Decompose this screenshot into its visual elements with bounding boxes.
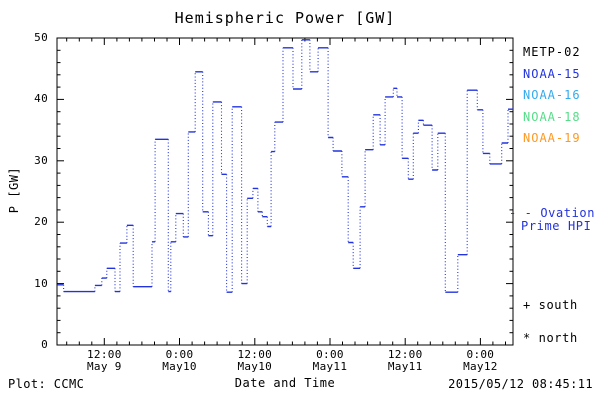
axes-frame xyxy=(56,37,514,346)
plot-timestamp: 2015/05/12 08:45:11 xyxy=(448,377,593,391)
ovation-label-1: Ovation xyxy=(540,206,596,220)
x-tick-label: 12:00 May 9 xyxy=(87,348,122,373)
y-tick-label: 0 xyxy=(41,338,48,351)
ovation-label-2: Prime HPI xyxy=(521,219,592,233)
y-tick-label: 20 xyxy=(34,215,48,229)
asterisk-marker-icon: * xyxy=(523,331,531,345)
chart-title: Hemispheric Power [GW] xyxy=(174,9,396,27)
legend-north-label: north xyxy=(538,331,578,345)
legend-item-noaa-19: NOAA-19 xyxy=(523,131,581,145)
legend-item-noaa-15: NOAA-15 xyxy=(523,66,581,81)
legend-ovation-line1: - - Ovation xyxy=(509,206,595,220)
legend-item-metp-02: METP-02 xyxy=(523,45,581,59)
y-axis-ticks xyxy=(57,49,513,334)
legend-item-noaa-18: NOAA-18 xyxy=(523,109,581,124)
y-tick-label: 50 xyxy=(34,31,48,44)
x-tick-label: 12:00 May10 xyxy=(237,348,273,373)
legend-south: + south xyxy=(523,298,578,312)
x-tick-label: 0:00 May10 xyxy=(162,348,197,373)
series-vertical-steps xyxy=(63,39,509,293)
ovation-line-sample: - - xyxy=(509,206,533,220)
legend-item-noaa-16: NOAA-16 xyxy=(523,88,581,102)
x-axis-title: Date and Time xyxy=(234,376,336,390)
plus-marker-icon: + xyxy=(523,298,531,312)
x-axis-ticks xyxy=(66,38,506,345)
plot-source-label: Plot: CCMC xyxy=(8,377,85,391)
x-tick-label: 0:00 May12 xyxy=(463,348,498,373)
series-horizontal-steps xyxy=(57,39,513,293)
legend-ovation-line2: Prime HPI xyxy=(521,219,591,233)
legend-south-label: south xyxy=(538,298,578,312)
x-tick-label: 12:00 May11 xyxy=(387,348,423,373)
y-tick-label: 40 xyxy=(34,92,48,106)
legend-north: * north xyxy=(523,331,578,345)
y-tick-label: 10 xyxy=(34,276,48,290)
x-tick-label: 0:00 May11 xyxy=(312,348,348,373)
y-tick-label: 30 xyxy=(34,153,48,167)
